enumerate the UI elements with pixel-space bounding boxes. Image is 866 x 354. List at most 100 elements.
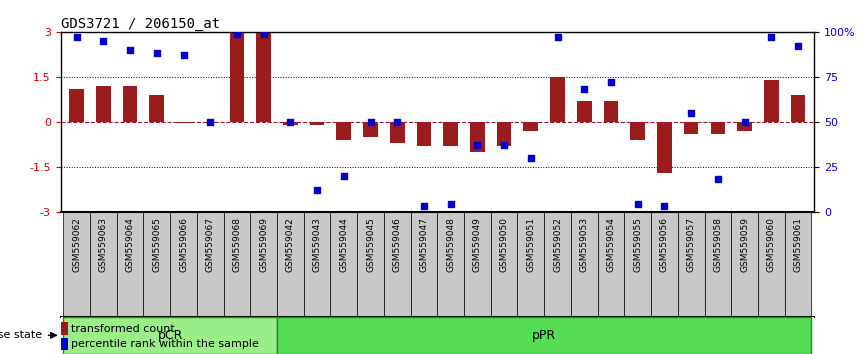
Point (711, 176, 725, 182)
Text: GSM559060: GSM559060 (766, 217, 776, 272)
Bar (117, 212, 144, 316)
Bar (710, 122, 725, 134)
Bar (417, 122, 431, 146)
Text: GSM559057: GSM559057 (687, 217, 695, 272)
Point (657, 204, 671, 209)
Bar (410, 212, 437, 316)
Bar (544, 212, 571, 316)
Bar (598, 212, 624, 316)
Point (497, 142, 511, 148)
Text: GSM559050: GSM559050 (500, 217, 508, 272)
Point (604, 79, 618, 85)
Bar (256, 32, 271, 122)
Bar (63, 316, 277, 354)
Bar (577, 101, 591, 122)
Bar (571, 212, 598, 316)
Text: pCR: pCR (158, 329, 183, 342)
Text: GSM559055: GSM559055 (633, 217, 643, 272)
Bar (791, 95, 805, 122)
Bar (357, 212, 384, 316)
Text: GSM559044: GSM559044 (339, 217, 348, 272)
Point (337, 173, 351, 178)
Text: GSM559042: GSM559042 (286, 217, 295, 272)
Bar (197, 212, 223, 316)
Bar (304, 212, 331, 316)
Bar (731, 212, 758, 316)
Text: GSM559054: GSM559054 (606, 217, 616, 272)
Point (630, 202, 644, 207)
Point (283, 119, 297, 125)
Bar (678, 212, 705, 316)
Bar (604, 101, 618, 122)
Point (684, 110, 698, 116)
Bar (170, 212, 197, 316)
Text: GDS3721 / 206150_at: GDS3721 / 206150_at (61, 17, 220, 31)
Text: disease state: disease state (0, 330, 42, 340)
Text: GSM559069: GSM559069 (259, 217, 268, 272)
Bar (61, 338, 68, 350)
Point (524, 155, 538, 161)
Text: pPR: pPR (532, 329, 556, 342)
Bar (630, 122, 645, 140)
Bar (150, 95, 165, 122)
Bar (96, 86, 111, 122)
Point (417, 204, 431, 209)
Bar (90, 212, 117, 316)
Bar (785, 212, 811, 316)
Point (230, 31, 244, 36)
Text: GSM559045: GSM559045 (366, 217, 375, 272)
Bar (363, 122, 378, 137)
Text: GSM559043: GSM559043 (313, 217, 321, 272)
Point (150, 51, 164, 56)
Text: GSM559062: GSM559062 (72, 217, 81, 272)
Bar (491, 212, 518, 316)
Bar (384, 212, 410, 316)
Point (791, 44, 805, 49)
Bar (63, 212, 90, 316)
Bar (497, 122, 512, 146)
Point (123, 47, 137, 53)
Point (578, 87, 591, 92)
Bar (464, 212, 491, 316)
Text: GSM559051: GSM559051 (527, 217, 535, 272)
Bar (523, 122, 538, 131)
Bar (176, 122, 191, 123)
Text: GSM559053: GSM559053 (579, 217, 589, 272)
Text: GSM559047: GSM559047 (419, 217, 429, 272)
Bar (443, 122, 458, 146)
Bar (310, 122, 325, 125)
Point (470, 142, 484, 148)
Bar (123, 86, 138, 122)
Bar (337, 122, 352, 140)
Point (391, 119, 404, 125)
Bar (203, 122, 217, 123)
Point (738, 119, 752, 125)
Bar (390, 122, 404, 143)
Bar (624, 212, 651, 316)
Bar (61, 322, 68, 335)
Point (765, 34, 779, 40)
Text: GSM559067: GSM559067 (206, 217, 215, 272)
Text: transformed count: transformed count (71, 324, 175, 333)
Text: GSM559063: GSM559063 (99, 217, 108, 272)
Bar (229, 32, 244, 122)
Bar (144, 212, 170, 316)
Text: GSM559056: GSM559056 (660, 217, 669, 272)
Point (70, 34, 84, 40)
Text: GSM559066: GSM559066 (179, 217, 188, 272)
Bar (331, 212, 357, 316)
Point (177, 52, 191, 58)
Text: percentile rank within the sample: percentile rank within the sample (71, 339, 259, 349)
Bar (470, 122, 485, 152)
Bar (518, 212, 544, 316)
Text: GSM559058: GSM559058 (714, 217, 722, 272)
Bar (651, 212, 678, 316)
Bar (277, 316, 811, 354)
Bar (657, 122, 672, 173)
Text: GSM559049: GSM559049 (473, 217, 481, 272)
Point (443, 202, 457, 207)
Point (96, 38, 110, 44)
Bar (758, 212, 785, 316)
Bar (437, 212, 464, 316)
Bar (283, 122, 298, 125)
